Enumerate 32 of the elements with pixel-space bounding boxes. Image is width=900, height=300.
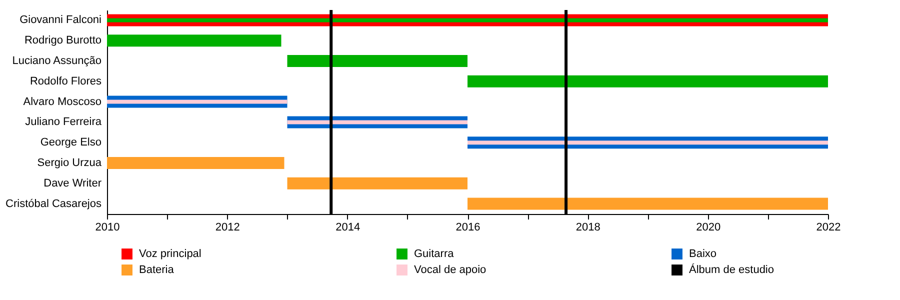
legend-label: Álbum de estudio [689, 263, 774, 276]
x-tick-label: 2018 [576, 222, 600, 234]
y-tick-label: Rodolfo Flores [30, 75, 102, 88]
legend-label: Vocal de apoio [414, 264, 486, 276]
y-tick-label: George Elso [40, 136, 102, 149]
y-tick-label: Sergio Urzua [37, 157, 102, 169]
bar [287, 55, 468, 67]
y-tick-label: Luciano Assunção [12, 55, 102, 67]
legend-label: Baixo [689, 248, 717, 260]
x-tick-label: 2022 [816, 222, 841, 234]
x-tick-label: 2012 [215, 222, 240, 234]
y-tick-label: Dave Writer [44, 177, 102, 190]
y-tick-label: Cristóbal Casarejos [6, 198, 102, 210]
legend-label: Bateria [139, 264, 175, 276]
bar [107, 157, 284, 169]
legend-label: Guitarra [414, 248, 455, 260]
bar [107, 34, 282, 47]
bar [107, 100, 288, 104]
y-tick-label: Rodrigo Burotto [24, 34, 102, 47]
bar [468, 75, 828, 88]
x-tick-label: 2020 [696, 222, 721, 234]
y-tick-label: Giovanni Falconi [20, 14, 102, 26]
x-tick-label: 2016 [456, 222, 480, 234]
bar [468, 140, 828, 145]
bar [287, 177, 468, 190]
y-tick-label: Alvaro Moscoso [23, 96, 102, 108]
legend-label: Voz principal [139, 248, 202, 260]
x-tick-label: 2014 [336, 222, 360, 234]
y-tick-label: Juliano Ferreira [25, 116, 102, 128]
x-tick-label: 2010 [95, 222, 120, 234]
bar [287, 120, 468, 124]
bar [468, 198, 828, 210]
